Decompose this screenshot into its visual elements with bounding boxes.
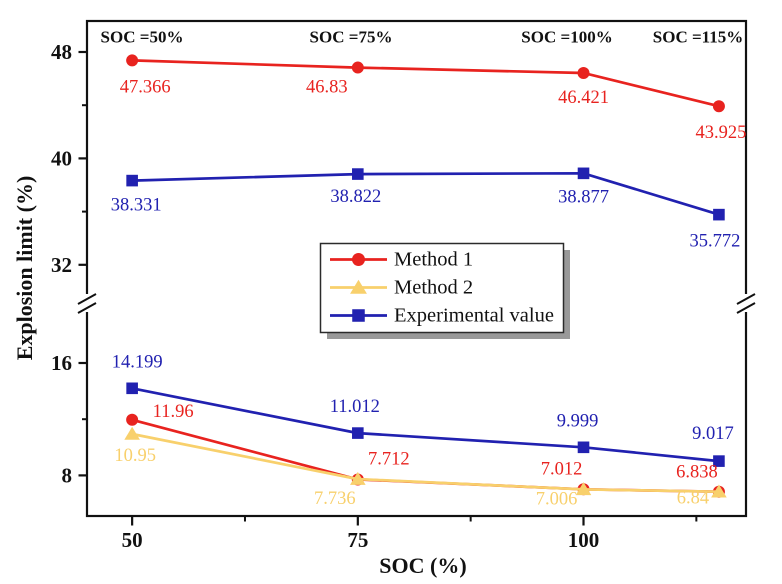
marker-method-2-lower [575, 482, 592, 496]
legend-label: Method 1 [394, 249, 473, 271]
axis-break-mark [77, 293, 97, 305]
marker-experimental-value-upper [713, 208, 725, 221]
data-label-experimental-value: 38.822 [330, 187, 381, 207]
legend-marker-circle [352, 253, 365, 266]
y-axis-tick-label: 48 [51, 40, 72, 64]
soc-annotation: SOC =115% [653, 28, 743, 47]
marker-method-1-upper [351, 61, 364, 74]
data-label-method-1: 47.366 [120, 77, 171, 97]
data-label-experimental-value: 9.999 [557, 411, 599, 431]
marker-experimental-value-upper [577, 167, 590, 180]
data-label-method-2: 7.006 [536, 489, 578, 509]
marker-method-1-upper [712, 100, 725, 113]
y-axis-tick-label: 40 [51, 146, 72, 170]
y-axis-tick-label: 8 [62, 463, 73, 487]
axis-break-mark [77, 302, 97, 314]
axis-break-mark [736, 302, 756, 314]
x-axis-tick-label: 100 [568, 528, 600, 552]
marker-method-1-lower [126, 413, 139, 426]
legend-item-experimental-value: Experimental value [330, 305, 554, 327]
data-label-method-2: 6.84 [677, 489, 709, 509]
data-label-experimental-value: 38.331 [111, 196, 162, 216]
data-label-method-1: 7.012 [541, 459, 583, 479]
legend-label: Method 2 [394, 277, 473, 299]
soc-annotation: SOC =75% [310, 28, 393, 47]
axis-break-gap [743, 294, 749, 312]
data-label-method-1: 43.925 [695, 123, 746, 143]
data-label-experimental-value: 35.772 [689, 232, 740, 252]
data-label-method-1: 11.96 [153, 402, 194, 422]
axis-break-gap [84, 294, 90, 312]
legend-label: Experimental value [394, 305, 554, 327]
marker-method-2-lower [124, 426, 140, 440]
x-axis-tick-label: 75 [347, 528, 368, 552]
marker-experimental-value-lower [126, 382, 138, 395]
marker-method-2-lower [350, 471, 366, 485]
data-label-experimental-value: 38.877 [558, 187, 609, 207]
marker-experimental-value-lower [352, 427, 364, 439]
marker-experimental-value-upper [126, 174, 138, 187]
data-label-experimental-value: 11.012 [330, 397, 380, 417]
marker-method-1-upper [577, 67, 590, 80]
axis-break-mark [736, 293, 756, 305]
soc-annotation: SOC =50% [101, 28, 184, 47]
plot-frame [85, 19, 748, 518]
legend-marker-triangle [350, 279, 367, 294]
marker-experimental-value-lower [713, 455, 725, 467]
y-axis-title-text: Explosion limit (%) [12, 175, 37, 361]
series-line-experimental-value-upper [132, 171, 720, 216]
legend-item-method-1: Method 1 [330, 249, 473, 271]
marker-method-2-lower [711, 484, 727, 498]
y-axis-tick-label: 16 [51, 351, 72, 375]
x-axis-title-text: SOC (%) [379, 553, 467, 578]
marker-experimental-value-upper [352, 168, 364, 180]
data-label-experimental-value: 14.199 [112, 352, 163, 372]
data-label-method-1: 46.83 [306, 78, 348, 98]
y-axis-tick-label: 32 [51, 253, 72, 277]
marker-method-1-upper [126, 54, 139, 67]
x-axis-tick-label: 50 [122, 528, 143, 552]
series-line-method-2-lower [131, 432, 719, 494]
data-label-method-1: 46.421 [558, 88, 609, 108]
legend-item-method-2: Method 2 [330, 277, 473, 299]
soc-annotation: SOC =100% [521, 28, 612, 47]
legend-marker-square [352, 309, 365, 322]
series-line-method-1-upper [132, 59, 720, 108]
data-label-method-1: 6.838 [676, 463, 718, 483]
marker-experimental-value-lower [577, 441, 590, 454]
data-label-experimental-value: 9.017 [692, 424, 734, 444]
data-label-method-1: 7.712 [368, 449, 410, 469]
data-label-method-2: 7.736 [314, 489, 356, 509]
series-line-experimental-value-lower [131, 386, 720, 463]
data-label-method-2: 10.95 [114, 446, 156, 466]
